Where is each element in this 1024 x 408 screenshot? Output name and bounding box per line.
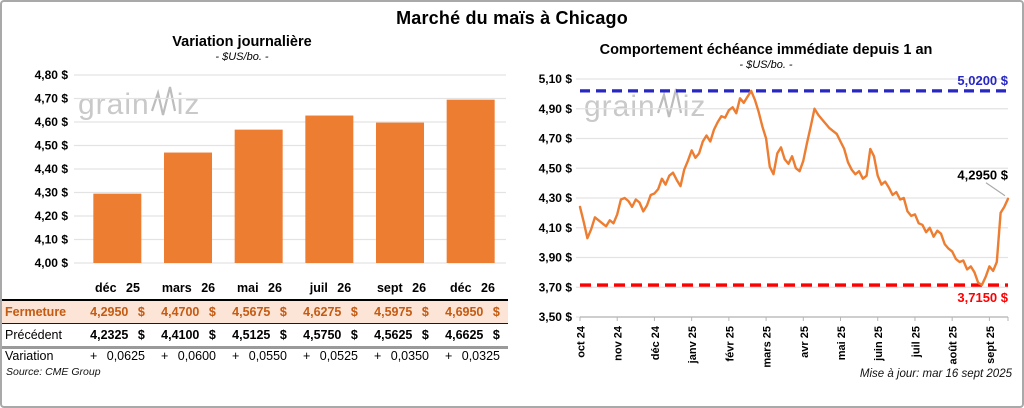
svg-text:4,50 $: 4,50 $ (539, 161, 573, 175)
line-chart: 3,50 $ 3,70 $ 3,90 $ 4,10 $ 4,30 $ 4,50 $ 4,70… (539, 72, 1010, 368)
table-header-row-value-1: mars 26 (161, 281, 216, 295)
daily-variation-panel: Variation journalière - $US/bo. - grain … (2, 29, 510, 383)
table-row-fermeture-value-4: 4,5975 $ (374, 305, 429, 319)
table-row-fermeture: Fermeture 4,2950 $ 4,4700 $ 4,5675 $ 4,6275 … (2, 301, 508, 324)
svg-text:4,00 $: 4,00 $ (35, 256, 69, 270)
x-label-3: janv 25 (687, 326, 699, 364)
x-label-9: juil 25 (910, 326, 922, 358)
table-header-row-value-2: mai 26 (237, 281, 282, 295)
source-note: Source: CME Group (6, 366, 101, 378)
watermark-text-grain: grain (78, 88, 150, 121)
table-row-variation-label: Variation (5, 349, 54, 363)
table-header-row-value-0: déc 25 (95, 281, 140, 295)
table-header-row: déc 25 mars 26 mai 26 juil 26 sept 26 déc 26 (2, 278, 508, 301)
svg-text:4,10 $: 4,10 $ (539, 221, 573, 235)
table-row-fermeture-label: Fermeture (5, 305, 67, 319)
x-label-7: mai 25 (836, 326, 848, 360)
x-label-11: sept 25 (985, 326, 997, 364)
svg-text:4,70 $: 4,70 $ (35, 92, 69, 106)
table-header-row-value-4: sept 26 (376, 281, 427, 295)
svg-text:4,60 $: 4,60 $ (35, 115, 69, 129)
price-line (578, 89, 1010, 287)
line-chart-subtitle: - $US/bo. - (739, 59, 793, 71)
svg-text:4,80 $: 4,80 $ (35, 68, 69, 82)
table-row-variation-value-4: + 0,0350 (373, 349, 429, 363)
zigzag-icon (656, 88, 682, 118)
table-row-precedent-value-0: 4,2325 $ (90, 328, 145, 342)
table-row-fermeture-value-1: 4,4700 $ (161, 305, 216, 319)
bar-chart: 4,00 $ 4,10 $ 4,20 $ 4,30 $ 4,40 $ 4,50 $ 4,60… (35, 68, 506, 270)
table-row-fermeture-value-0: 4,2950 $ (90, 305, 145, 319)
bar-4 (376, 122, 424, 264)
grainwiz-watermark: grain iz (584, 87, 707, 123)
watermark-text-grain: grain (584, 90, 656, 123)
line-chart-area: grain iz 3,50 $ 3,70 $ 3,90 $ 4,10 $ 4,30 $ 4… (510, 71, 1022, 383)
bar-chart-subtitle: - $US/bo. - (215, 51, 269, 63)
x-label-5: mars 25 (762, 326, 774, 368)
bar-3 (305, 115, 354, 263)
watermark-text-iz: iz (682, 90, 707, 123)
svg-text:3,70 $: 3,70 $ (539, 280, 573, 294)
last-point-label: 4,2950 $ (957, 168, 1008, 183)
front-month-panel: Comportement échéance immédiate depuis 1… (510, 29, 1022, 383)
svg-text:4,40 $: 4,40 $ (35, 162, 69, 176)
x-label-0: oct 24 (576, 325, 588, 358)
line-chart-title: Comportement échéance immédiate depuis 1… (599, 42, 933, 58)
x-label-1: nov 24 (613, 325, 625, 361)
svg-text:4,30 $: 4,30 $ (35, 186, 69, 200)
grainwiz-watermark: grain iz (78, 85, 201, 121)
x-label-4: févr 25 (724, 326, 736, 361)
x-label-6: avr 25 (799, 326, 811, 358)
svg-text:3,90 $: 3,90 $ (539, 251, 573, 265)
columns: Variation journalière - $US/bo. - grain … (2, 29, 1022, 383)
table-row-precedent: Précédent 4,2325 $ 4,4100 $ 4,5125 $ 4,5750 … (2, 324, 508, 349)
futures-table: déc 25 mars 26 mai 26 juil 26 sept 26 déc 26 F… (2, 278, 508, 363)
svg-text:4,20 $: 4,20 $ (35, 209, 69, 223)
table-row-variation-value-5: + 0,0325 (444, 349, 500, 363)
table-row-variation: Variation + 0,0625 + 0,0600 + 0,0550 + 0,052… (2, 349, 508, 363)
svg-text:4,30 $: 4,30 $ (539, 191, 573, 205)
bar-2 (234, 129, 283, 263)
table-header-row-value-5: déc 26 (450, 281, 495, 295)
bar-1 (164, 152, 212, 263)
bar-0 (93, 193, 142, 263)
high-reference-label: 5,0200 $ (957, 73, 1008, 88)
last-point-leader (985, 182, 1006, 197)
page-title: Marché du maïs à Chicago (396, 8, 628, 28)
table-row-variation-value-3: + 0,0525 (302, 349, 358, 363)
svg-text:4,90 $: 4,90 $ (539, 102, 573, 116)
low-reference-label: 3,7150 $ (957, 290, 1008, 305)
bar-chart-title: Variation journalière (172, 34, 312, 50)
table-row-precedent-value-4: 4,5625 $ (374, 328, 429, 342)
x-label-10: août 25 (948, 326, 960, 365)
table-row-precedent-value-1: 4,4100 $ (161, 328, 216, 342)
table-row-variation-value-0: + 0,0625 (89, 349, 145, 363)
update-note: Mise à jour: mar 16 sept 2025 (859, 368, 1012, 380)
bar-chart-area: grain iz 4,00 $4,10 $4,20 $4,30 $4,40 $4… (2, 63, 510, 275)
table-header-row-value-3: juil 26 (309, 281, 352, 295)
svg-text:4,50 $: 4,50 $ (35, 139, 69, 153)
table-row-precedent-value-2: 4,5125 $ (232, 328, 287, 342)
svg-text:3,50 $: 3,50 $ (539, 310, 573, 324)
table-row-precedent-value-5: 4,6625 $ (445, 328, 500, 342)
table-row-variation-value-2: + 0,0550 (231, 349, 287, 363)
table-row-fermeture-value-2: 4,5675 $ (232, 305, 287, 319)
table-row-precedent-label: Précédent (5, 328, 62, 342)
table-row-fermeture-value-5: 4,6950 $ (445, 305, 500, 319)
table-row-variation-value-1: + 0,0600 (160, 349, 216, 363)
svg-text:4,10 $: 4,10 $ (35, 233, 69, 247)
watermark-text-iz: iz (176, 88, 201, 121)
bar-5 (446, 99, 495, 263)
x-label-8: juin 25 (873, 326, 885, 362)
svg-text:4,70 $: 4,70 $ (539, 132, 573, 146)
table-row-fermeture-value-3: 4,6275 $ (303, 305, 358, 319)
table-row-precedent-value-3: 4,5750 $ (303, 328, 358, 342)
x-label-2: déc 24 (650, 325, 662, 360)
svg-text:5,10 $: 5,10 $ (539, 72, 573, 86)
